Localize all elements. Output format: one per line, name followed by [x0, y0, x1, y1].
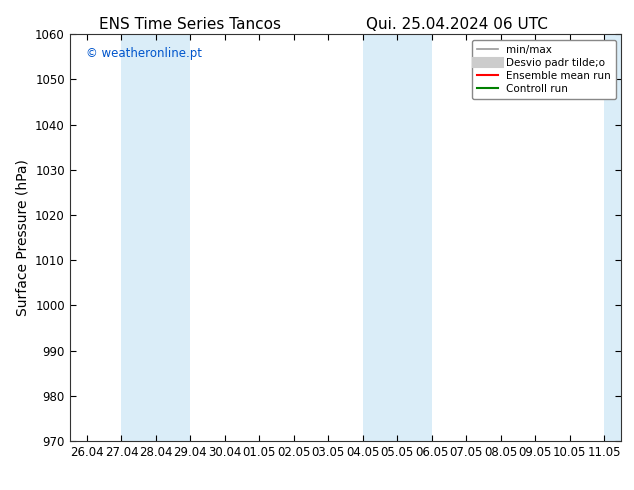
Text: ENS Time Series Tancos: ENS Time Series Tancos: [99, 17, 281, 32]
Y-axis label: Surface Pressure (hPa): Surface Pressure (hPa): [16, 159, 30, 316]
Bar: [363, 34, 432, 441]
Legend: min/max, Desvio padr tilde;o, Ensemble mean run, Controll run: min/max, Desvio padr tilde;o, Ensemble m…: [472, 40, 616, 99]
Bar: [604, 34, 621, 441]
Bar: [122, 34, 190, 441]
Text: © weatheronline.pt: © weatheronline.pt: [86, 47, 202, 59]
Text: Qui. 25.04.2024 06 UTC: Qui. 25.04.2024 06 UTC: [366, 17, 547, 32]
